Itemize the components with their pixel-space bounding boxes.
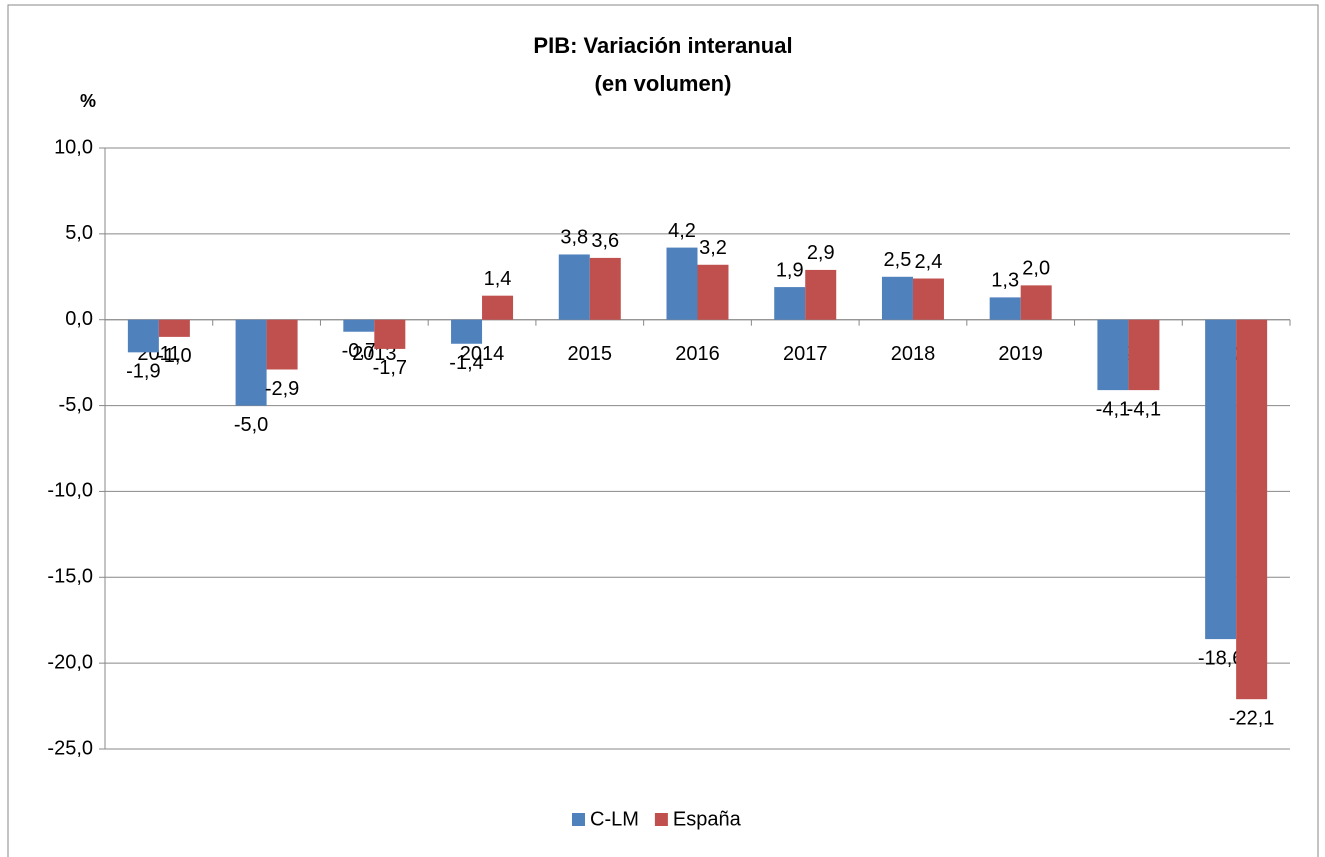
bar (881, 276, 913, 320)
legend-label: España (673, 808, 742, 830)
data-label: -1,0 (157, 345, 191, 367)
bar (912, 278, 944, 320)
bar (666, 247, 698, 320)
bar (482, 295, 514, 320)
bar (1128, 319, 1160, 391)
bar (558, 254, 590, 320)
y-tick-label: -5,0 (59, 394, 93, 416)
data-label: 2,0 (1022, 258, 1050, 280)
data-label: 1,9 (776, 259, 804, 281)
data-label: -2,9 (265, 378, 299, 400)
bar (589, 257, 621, 320)
y-tick-label: -25,0 (47, 737, 93, 759)
y-tick-label: -20,0 (47, 651, 93, 673)
data-label: -18,6 (1198, 647, 1244, 669)
bar (1236, 319, 1268, 700)
legend-swatch (654, 813, 668, 826)
bar (374, 319, 406, 349)
y-tick-label: 0,0 (65, 308, 93, 330)
bar (774, 287, 806, 320)
y-tick-label: 5,0 (65, 222, 93, 244)
data-label: -1,4 (449, 352, 483, 374)
y-tick-label: -10,0 (47, 480, 93, 502)
bar (451, 319, 483, 344)
chart-frame (7, 4, 1319, 857)
bar (158, 319, 190, 337)
data-label: -0,7 (342, 340, 376, 362)
data-label: 1,4 (484, 268, 512, 290)
x-tick-label: 2014 (460, 343, 505, 365)
bar (697, 264, 729, 320)
bar (1205, 319, 1237, 640)
data-label: 3,6 (591, 230, 619, 252)
bar (805, 269, 837, 320)
bar (266, 319, 298, 370)
bar (127, 319, 159, 353)
data-label: 4,2 (668, 220, 696, 242)
y-tick-label: 10,0 (54, 136, 93, 158)
chart-title: PIB: Variación interanual (533, 33, 792, 58)
bar (343, 319, 375, 332)
data-label: 1,3 (991, 270, 1019, 292)
bar (989, 297, 1021, 320)
legend-label: C-LM (590, 808, 639, 830)
data-label: 2,5 (884, 249, 912, 271)
x-tick-label: 2015 (568, 343, 613, 365)
legend-swatch (572, 813, 585, 826)
bar (1097, 319, 1129, 391)
data-label: 2,4 (915, 251, 943, 273)
data-label: -4,1 (1127, 398, 1161, 420)
x-tick-label: 2017 (783, 343, 828, 365)
chart-subtitle: (en volumen) (595, 71, 732, 96)
data-label: -1,9 (126, 361, 160, 383)
x-tick-label: 2018 (891, 343, 936, 365)
data-label: -1,7 (373, 357, 407, 379)
y-axis-label: % (80, 91, 96, 111)
data-label: 3,8 (560, 227, 588, 249)
data-label: 3,2 (699, 237, 727, 259)
bar (1020, 285, 1052, 320)
data-label: 2,9 (807, 242, 835, 264)
data-label: -4,1 (1096, 398, 1130, 420)
x-tick-label: 2016 (675, 343, 720, 365)
data-label: -5,0 (234, 414, 268, 436)
x-tick-label: 2019 (998, 343, 1043, 365)
y-tick-label: -15,0 (47, 566, 93, 588)
bar (235, 319, 267, 406)
data-label: -22,1 (1229, 707, 1275, 729)
